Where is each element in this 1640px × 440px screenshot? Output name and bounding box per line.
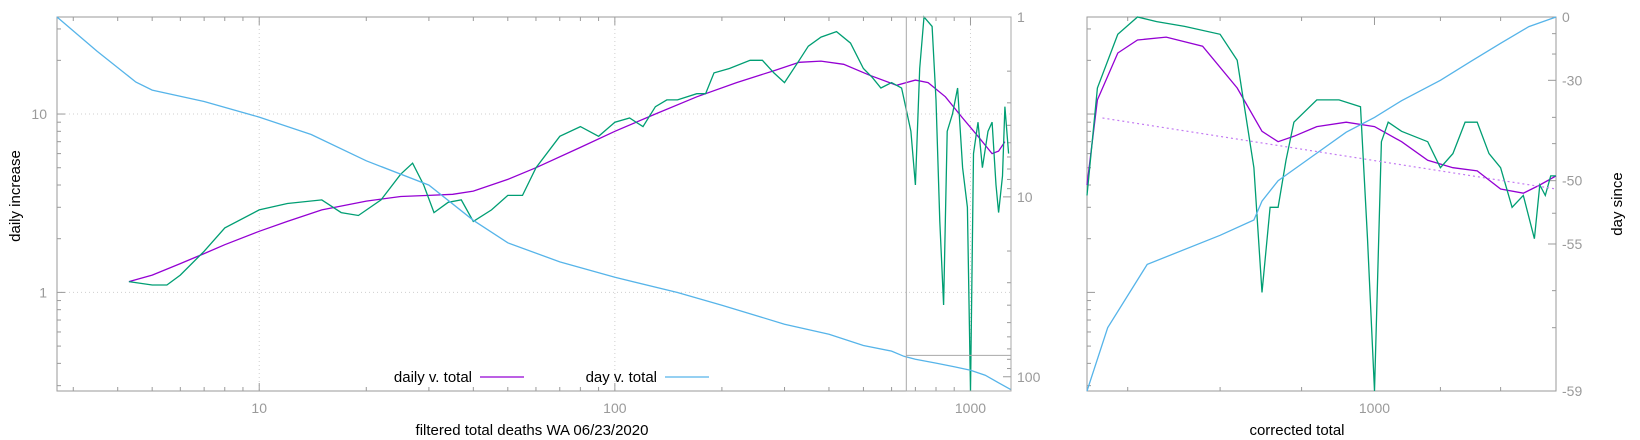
legend-label-day: day v. total (586, 369, 657, 386)
legend: daily v. total day v. total (394, 369, 709, 386)
x-tick-label-10: 10 (251, 400, 267, 416)
zoom-series-group (1086, 16, 1557, 392)
zoom-y2-tick-label-0: 0 (1562, 9, 1570, 25)
series-line-2 (56, 16, 1012, 391)
zoom-y2-tick-label-minus55: -55 (1562, 236, 1582, 252)
zoom-series-line-3 (1102, 117, 1557, 190)
y2-tick-label-10: 10 (1017, 189, 1033, 205)
main-gridlines (57, 17, 1011, 391)
zoom-plot-frame (1086, 16, 1557, 392)
zoom-y2-axis-label: day since (1609, 172, 1626, 235)
y2-tick-label-1: 1 (1017, 9, 1025, 25)
zoom-tick-marks (1087, 16, 1557, 392)
main-tick-marks (57, 16, 1011, 391)
zoom-series-line-0 (1086, 36, 1557, 194)
zoom-series-line-1 (1086, 16, 1556, 392)
legend-label-daily: daily v. total (394, 369, 472, 386)
zoom-x-tick-label-1000: 1000 (1359, 400, 1390, 416)
series-line-0 (128, 60, 1006, 283)
x-tick-label-1000: 1000 (955, 400, 986, 416)
series-line-1 (128, 15, 1010, 392)
y-tick-label-1: 1 (39, 284, 47, 300)
x-axis-label: filtered total deaths WA 06/23/2020 (416, 422, 649, 439)
zoom-box-rect (905, 16, 1012, 392)
zoom-x-axis-label: corrected total (1249, 422, 1344, 439)
zoom-y2-tick-label-minus30: -30 (1562, 72, 1582, 88)
zoom-series-line-2 (1086, 16, 1557, 392)
main-chart-panel: 10 100 1000 1 10 1 10 100 filtered total… (7, 9, 1041, 439)
x-tick-label-100: 100 (603, 400, 627, 416)
zoom-chart-panel: 1000 0 -30 -50 -55 -59 corrected total d… (1086, 9, 1626, 439)
zoom-y2-tick-label-minus59: -59 (1562, 383, 1582, 399)
y-axis-label: daily increase (7, 150, 24, 242)
y2-tick-label-100: 100 (1017, 369, 1041, 385)
zoom-box (905, 16, 1012, 392)
zoom-y2-tick-label-minus50: -50 (1562, 173, 1582, 189)
y-tick-label-10: 10 (31, 106, 47, 122)
main-series-group (56, 15, 1012, 392)
